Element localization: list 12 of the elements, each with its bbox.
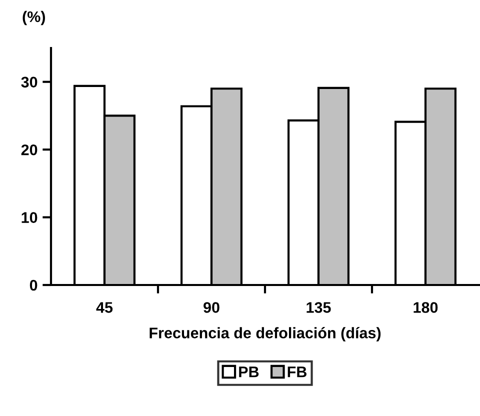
y-tick-label: 30 <box>21 76 38 88</box>
x-tick-label: 135 <box>306 302 331 313</box>
x-tick-label: 180 <box>414 302 438 313</box>
x-tick-label: 90 <box>204 302 220 313</box>
y-tick-label: 0 <box>30 280 38 291</box>
y-tick-label: 20 <box>21 144 38 156</box>
y-tick-label: 10 <box>22 212 38 223</box>
legend-label: PB <box>239 366 259 378</box>
y-axis-title: (%) <box>22 10 45 26</box>
x-axis-title: Frecuencia de defoliación (días) <box>150 327 381 342</box>
x-tick-label: 45 <box>96 302 113 313</box>
legend-label: FB <box>288 366 306 378</box>
